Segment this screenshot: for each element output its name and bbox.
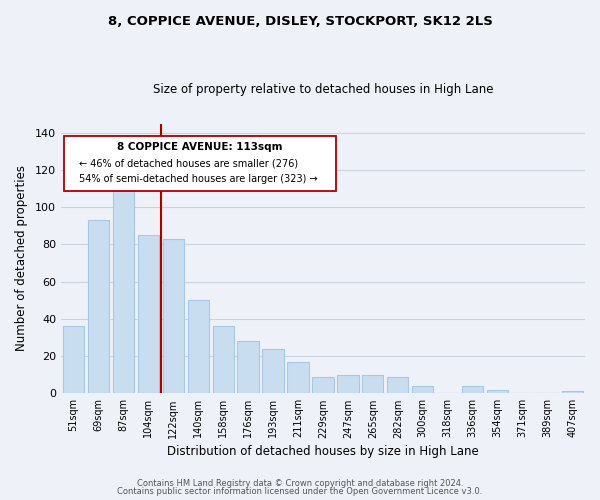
Text: Contains public sector information licensed under the Open Government Licence v3: Contains public sector information licen…: [118, 487, 482, 496]
Bar: [337, 374, 359, 394]
Bar: [88, 220, 109, 394]
Text: Contains HM Land Registry data © Crown copyright and database right 2024.: Contains HM Land Registry data © Crown c…: [137, 478, 463, 488]
Bar: [212, 326, 234, 394]
Bar: [387, 376, 409, 394]
Bar: [63, 326, 84, 394]
Bar: [462, 386, 484, 394]
Bar: [412, 386, 433, 394]
Title: Size of property relative to detached houses in High Lane: Size of property relative to detached ho…: [153, 83, 493, 96]
Bar: [163, 239, 184, 394]
Bar: [188, 300, 209, 394]
Bar: [137, 235, 159, 394]
Bar: [562, 392, 583, 394]
Text: 54% of semi-detached houses are larger (323) →: 54% of semi-detached houses are larger (…: [79, 174, 318, 184]
FancyBboxPatch shape: [64, 136, 336, 191]
Text: 8, COPPICE AVENUE, DISLEY, STOCKPORT, SK12 2LS: 8, COPPICE AVENUE, DISLEY, STOCKPORT, SK…: [107, 15, 493, 28]
Text: ← 46% of detached houses are smaller (276): ← 46% of detached houses are smaller (27…: [79, 158, 298, 168]
Bar: [313, 376, 334, 394]
Bar: [487, 390, 508, 394]
Bar: [262, 348, 284, 394]
Text: 8 COPPICE AVENUE: 113sqm: 8 COPPICE AVENUE: 113sqm: [117, 142, 283, 152]
Bar: [362, 374, 383, 394]
Bar: [287, 362, 308, 394]
X-axis label: Distribution of detached houses by size in High Lane: Distribution of detached houses by size …: [167, 444, 479, 458]
Y-axis label: Number of detached properties: Number of detached properties: [15, 166, 28, 352]
Bar: [113, 188, 134, 394]
Bar: [238, 341, 259, 394]
